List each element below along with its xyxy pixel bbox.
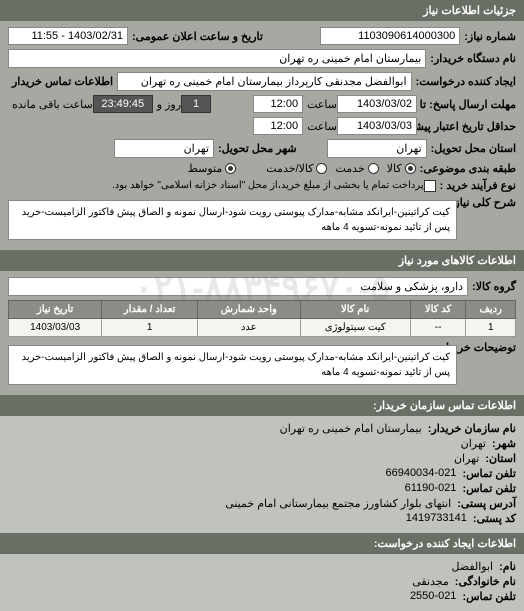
announce-date-field: 1403/02/31 - 11:55 xyxy=(8,27,128,45)
category-label: طبقه بندی موضوعی: xyxy=(420,162,516,175)
purchase-type-label: نوع فرآیند خرید : xyxy=(440,179,516,192)
table-row: 1 -- کیت سیتولوژی عدد 1 1403/03/03 xyxy=(9,319,516,337)
delivery-province-label: استان محل تحویل: xyxy=(431,142,516,155)
request-no-label: شماره نیاز: xyxy=(464,30,516,43)
radio-service-circle xyxy=(368,163,379,174)
info-section-header: جزئیات اطلاعات نیاز xyxy=(0,0,524,21)
validity-date-field: 1403/03/03 xyxy=(337,117,417,135)
payment-checkbox[interactable] xyxy=(424,180,436,192)
td-name: کیت سیتولوژی xyxy=(300,319,410,337)
td-row: 1 xyxy=(466,319,516,337)
province-value: تهران xyxy=(454,452,479,465)
postal-addr-label: آدرس پستی: xyxy=(457,497,516,510)
phone2-label: تلفن تماس: xyxy=(462,482,516,495)
radio-medium-label: متوسط xyxy=(188,162,223,175)
th-unit: واحد شمارش xyxy=(197,301,300,319)
validity-deadline-label: حداقل تاریخ اعتبار پیشنهاد: تا تاریخ: xyxy=(421,120,516,133)
phone-value: 66940034-021 xyxy=(385,467,456,480)
last-name-label: نام خانوادگی: xyxy=(455,575,516,588)
response-date-field: 1403/03/02 xyxy=(337,95,417,113)
postal-code-value: 1419733141 xyxy=(406,512,467,525)
first-name-value: ابوالفضل xyxy=(451,560,493,573)
td-qty: 1 xyxy=(102,319,198,337)
payment-note: پرداخت تمام یا بخشی از مبلغ خرید،از محل … xyxy=(112,180,424,191)
buyer-org-field: بیمارستان امام خمینی ره تهران xyxy=(8,49,426,68)
radio-goods-service-label: کالا/خدمت xyxy=(266,162,313,175)
contact-phone-value: 2550-021 xyxy=(410,590,457,603)
province-label: استان: xyxy=(485,452,516,465)
table-header-row: ردیف کد کالا نام کالا واحد شمارش تعداد /… xyxy=(9,301,516,319)
desc-label: شرح کلی نیاز: xyxy=(461,196,516,209)
td-date: 1403/03/03 xyxy=(9,319,102,337)
delivery-city-label: شهر محل تحویل: xyxy=(218,142,297,155)
th-code: کد کالا xyxy=(410,301,466,319)
goods-section-header: اطلاعات کالاهای مورد نیاز xyxy=(0,250,524,271)
radio-goods-service[interactable]: کالا/خدمت xyxy=(266,162,327,175)
buyer-notes-field: کیت کراتینین-ایرانکد مشابه-مدارک پیوستی … xyxy=(8,345,457,385)
buyer-notes-label: توضیحات خریدار: xyxy=(461,341,516,354)
request-creator-label: ایجاد کننده درخواست: xyxy=(416,75,516,88)
response-deadline-label: مهلت ارسال پاسخ: تا تاریخ: xyxy=(421,98,516,111)
radio-service-label: خدمت xyxy=(335,162,364,175)
goods-group-label: گروه کالا: xyxy=(472,280,516,293)
time-remaining-field: 23:49:45 xyxy=(93,95,153,113)
request-no-field: 1103090614000300 xyxy=(320,27,460,45)
goods-section-body: گروه کالا: دارو، پزشکی و سلامت ردیف کد ک… xyxy=(0,271,524,395)
time-remaining-label: ساعت باقی مانده xyxy=(12,98,93,111)
org-name-value: بیمارستان امام خمینی ره تهران xyxy=(280,422,422,435)
delivery-province-field: تهران xyxy=(327,139,427,158)
th-name: نام کالا xyxy=(300,301,410,319)
info-section-body: شماره نیاز: 1103090614000300 تاریخ و ساع… xyxy=(0,21,524,250)
buyer-org-label: نام دستگاه خریدار: xyxy=(430,52,516,65)
time-label-1: ساعت xyxy=(307,98,337,111)
requester-section-body: نام: ابوالفضل نام خانوادگی: مجدنقی تلفن … xyxy=(0,554,524,611)
org-name-label: نام سازمان خریدار: xyxy=(428,422,516,435)
phone2-value: 61190-021 xyxy=(405,482,457,495)
buyer-contact-label: اطلاعات تماس خریدار xyxy=(12,75,113,88)
requester-section-header: اطلاعات ایجاد کننده درخواست: xyxy=(0,533,524,554)
radio-goods-service-circle xyxy=(316,163,327,174)
days-remaining-field: 1 xyxy=(181,95,211,113)
announce-date-label: تاریخ و ساعت اعلان عمومی: xyxy=(132,30,263,43)
category-radio-group: کالا خدمت کالا/خدمت xyxy=(266,162,415,175)
desc-field: کیت کراتینین-ایرانکد مشابه-مدارک پیوستی … xyxy=(8,200,457,240)
postal-addr-value: انتهای بلوار کشاورز مجتمع بیمارستانی اما… xyxy=(225,497,451,510)
time-label-2: ساعت xyxy=(307,120,337,133)
first-name-label: نام: xyxy=(499,560,516,573)
postal-code-label: کد پستی: xyxy=(473,512,516,525)
request-creator-field: ابوالفضل مجدنقی کارپرداز بیمارستان امام … xyxy=(117,72,412,91)
goods-table: ردیف کد کالا نام کالا واحد شمارش تعداد /… xyxy=(8,300,516,337)
radio-medium-circle xyxy=(225,163,236,174)
contact-section-body: نام سازمان خریدار: بیمارستان امام خمینی … xyxy=(0,416,524,533)
radio-goods[interactable]: کالا xyxy=(387,162,416,175)
last-name-value: مجدنقی xyxy=(412,575,449,588)
phone-label: تلفن تماس: xyxy=(462,467,516,480)
contact-phone-label: تلفن تماس: xyxy=(462,590,516,603)
radio-service[interactable]: خدمت xyxy=(335,162,378,175)
validity-time-field: 12:00 xyxy=(253,117,303,135)
td-code: -- xyxy=(410,319,466,337)
radio-medium[interactable]: متوسط xyxy=(188,162,237,175)
city-value: تهران xyxy=(461,437,486,450)
radio-goods-circle xyxy=(405,163,416,174)
goods-group-field: دارو، پزشکی و سلامت xyxy=(8,277,468,296)
response-time-field: 12:00 xyxy=(253,95,303,113)
th-date: تاریخ نیاز xyxy=(9,301,102,319)
th-row: ردیف xyxy=(466,301,516,319)
days-and-label: روز و xyxy=(157,98,181,111)
delivery-city-field: تهران xyxy=(114,139,214,158)
city-label: شهر: xyxy=(492,437,516,450)
th-qty: تعداد / مقدار xyxy=(102,301,198,319)
td-unit: عدد xyxy=(197,319,300,337)
contact-section-header: اطلاعات تماس سازمان خریدار: xyxy=(0,395,524,416)
radio-goods-label: کالا xyxy=(387,162,402,175)
